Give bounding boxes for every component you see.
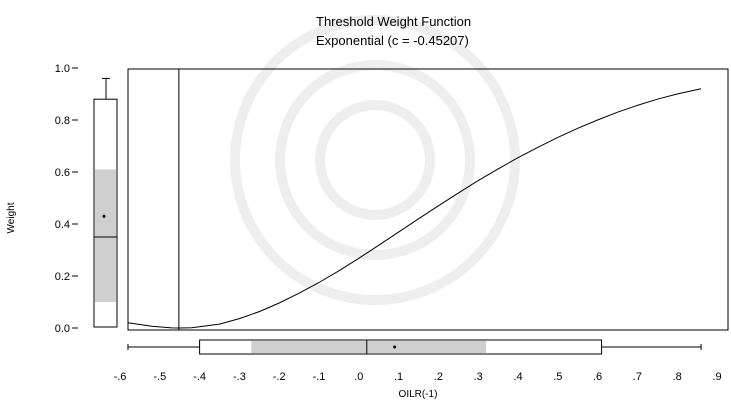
x-axis-ticks: -.6 -.5 -.4 -.3 -.2 -.1 .0 .1 .2 .3 .4 .5 .6 .7 .8 .9 <box>114 371 722 383</box>
y-marginal-boxplot <box>93 77 118 328</box>
x-tick-label: .8 <box>673 371 682 383</box>
y-tick-label: 0.6 <box>55 167 70 179</box>
y-axis-ticks: 0.0 0.2 0.4 0.6 0.8 1.0 <box>55 63 78 335</box>
y-axis-label: Weight <box>6 202 17 233</box>
x-tick-label: .4 <box>513 371 522 383</box>
x-tick-label: .5 <box>553 371 562 383</box>
y-tick-label: 1.0 <box>55 63 70 75</box>
x-tick-label: -.5 <box>153 371 166 383</box>
x-tick-label: .6 <box>593 371 602 383</box>
x-tick-label: .9 <box>712 371 721 383</box>
x-tick-label: .7 <box>633 371 642 383</box>
y-box-iqr <box>95 169 116 302</box>
x-box-iqr <box>251 341 487 353</box>
x-tick-label: -.1 <box>313 371 326 383</box>
x-tick-label: .2 <box>434 371 443 383</box>
y-tick-label: 0.8 <box>55 115 70 127</box>
y-tick-label: 0.4 <box>55 219 70 231</box>
x-tick-label: -.6 <box>114 371 127 383</box>
y-tick-label: 0.2 <box>55 271 70 283</box>
x-tick-label: .1 <box>394 371 403 383</box>
chart-title: Threshold Weight Function <box>316 14 471 29</box>
x-axis-label: OILR(-1) <box>399 389 438 400</box>
x-tick-label: .0 <box>354 371 363 383</box>
x-tick-label: -.2 <box>273 371 286 383</box>
y-tick-label: 0.0 <box>55 323 70 335</box>
watermark-ornament <box>230 15 520 305</box>
plot-frame <box>127 68 729 331</box>
y-box-mean <box>102 214 106 218</box>
x-marginal-boxplot <box>127 339 702 355</box>
weight-function-line <box>127 88 702 329</box>
x-tick-label: .3 <box>474 371 483 383</box>
x-tick-label: -.3 <box>233 371 246 383</box>
chart-subtitle: Exponential (c = -0.45207) <box>316 33 469 48</box>
x-box-mean <box>393 345 397 349</box>
x-tick-label: -.4 <box>193 371 206 383</box>
